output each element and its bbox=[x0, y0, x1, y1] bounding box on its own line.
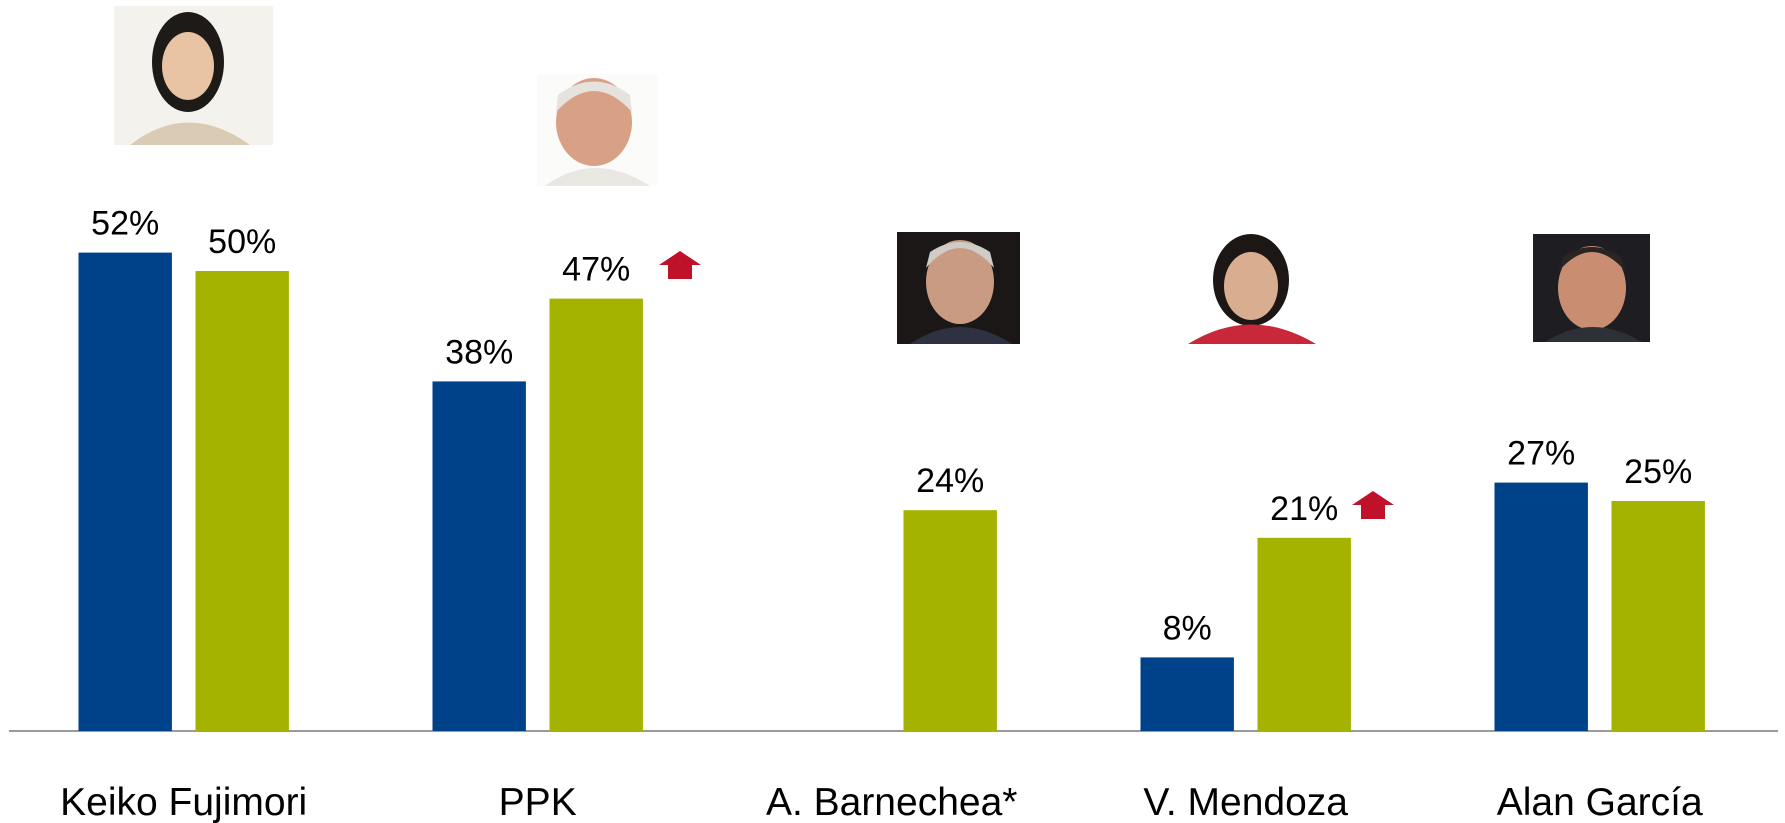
bar bbox=[195, 271, 289, 731]
bar bbox=[549, 298, 643, 731]
value-label: 25% bbox=[1624, 453, 1692, 491]
up-arrow bbox=[659, 251, 701, 279]
value-label: 27% bbox=[1507, 435, 1575, 473]
x-tick-label: A. Barnechea* bbox=[766, 781, 1018, 823]
value-label: 38% bbox=[445, 333, 513, 371]
photos bbox=[114, 6, 1650, 344]
photo bbox=[114, 6, 273, 145]
bar bbox=[1140, 657, 1234, 731]
bar bbox=[1257, 537, 1351, 731]
bar bbox=[1611, 501, 1705, 731]
x-tick-label: Alan García bbox=[1497, 781, 1703, 823]
photo bbox=[1533, 234, 1650, 342]
photo bbox=[537, 74, 658, 186]
bar bbox=[903, 510, 997, 731]
value-label: 21% bbox=[1270, 490, 1338, 528]
up-arrow bbox=[1352, 491, 1394, 519]
bar bbox=[78, 252, 172, 731]
value-label: 52% bbox=[91, 205, 159, 243]
photo bbox=[1187, 231, 1316, 344]
bar bbox=[1494, 482, 1588, 731]
value-label: 24% bbox=[916, 462, 984, 500]
x-tick-label: V. Mendoza bbox=[1143, 781, 1348, 823]
value-label: 8% bbox=[1163, 609, 1212, 647]
photo bbox=[897, 232, 1020, 344]
bar bbox=[432, 381, 526, 731]
value-label: 50% bbox=[208, 223, 276, 261]
x-tick-label: PPK bbox=[499, 781, 577, 823]
value-label: 47% bbox=[562, 251, 630, 289]
x-tick-label: Keiko Fujimori bbox=[60, 781, 307, 823]
